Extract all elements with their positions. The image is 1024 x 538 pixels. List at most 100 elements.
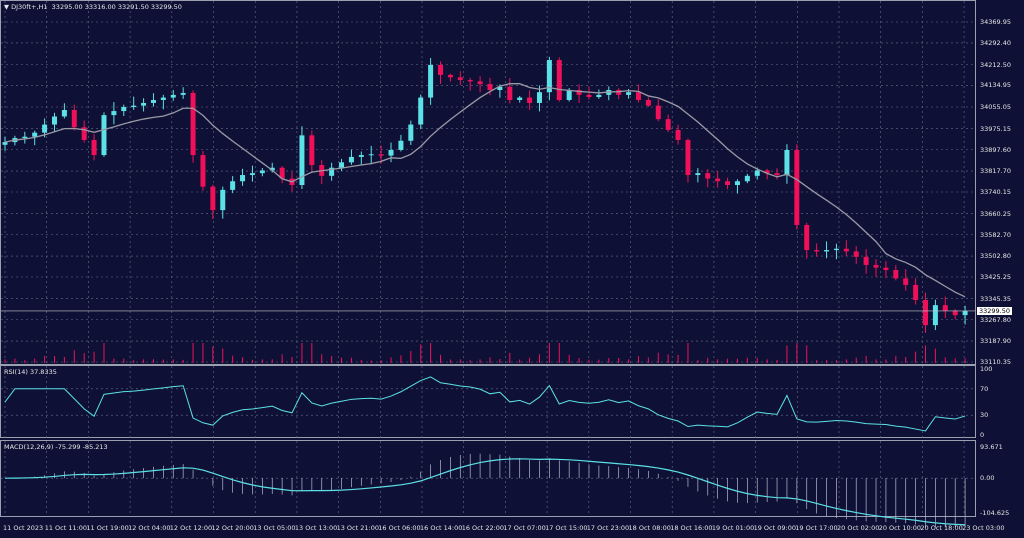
time-axis-label: 17 Oct 15:00 — [545, 524, 588, 532]
time-axis-label: 12 Oct 04:00 — [128, 524, 171, 532]
time-axis-label: 11 Oct 2023 — [3, 524, 44, 532]
time-axis-label: 13 Oct 13:00 — [294, 524, 338, 532]
rsi-pane[interactable] — [0, 365, 976, 438]
bull-candle — [428, 64, 434, 98]
price-axis-label: 33582.70 — [980, 230, 1012, 239]
time-axis-label: 19 Oct 17:00 — [795, 524, 838, 532]
current-price-label: 33299.50 — [977, 306, 1013, 315]
bear-candle — [210, 186, 216, 211]
symbol-header: ▼ DJ30ft+,H1 33295.00 33316.00 33291.50 … — [4, 3, 182, 11]
time-axis-label: 12 Oct 12:00 — [169, 524, 213, 532]
bull-candle — [358, 155, 364, 157]
bear-candle — [913, 284, 919, 301]
price-axis-label: 33502.80 — [980, 252, 1012, 261]
bull-candle — [32, 132, 38, 137]
bear-candle — [883, 267, 889, 271]
bear-candle — [814, 250, 820, 252]
bear-candle — [843, 248, 849, 252]
bull-candle — [160, 97, 166, 100]
macd-pane[interactable] — [0, 440, 976, 517]
bull-candle — [240, 175, 246, 182]
bull-candle — [259, 170, 265, 174]
bear-candle — [190, 92, 196, 156]
macd-label: MACD(12,26,9) -75.299 -85.213 — [4, 443, 108, 451]
rsi-label: RSI(14) 37.8335 — [4, 368, 57, 376]
bear-candle — [91, 139, 97, 156]
bear-candle — [923, 300, 929, 326]
time-axis-label: 19 Oct 09:00 — [753, 524, 796, 532]
bear-candle — [774, 173, 780, 176]
bear-candle — [378, 154, 384, 156]
bear-candle — [942, 305, 948, 311]
bull-candle — [744, 175, 750, 182]
bear-candle — [764, 170, 770, 174]
moving-average-line — [4, 83, 966, 298]
price-axis-label: 33740.15 — [980, 188, 1012, 196]
bull-candle — [329, 167, 335, 176]
price-axis-label: 33267.80 — [980, 315, 1012, 324]
time-axis-label: 13 Oct 21:00 — [336, 524, 379, 532]
price-axis-label: 34369.95 — [980, 18, 1012, 26]
bear-candle — [527, 97, 533, 103]
bull-candle — [269, 167, 275, 171]
bull-candle — [833, 248, 839, 251]
time-axis-label: 23 Oct 03:00 — [962, 524, 1005, 532]
time-axis-label: 11 Oct 19:00 — [86, 524, 129, 532]
rsi-axis-label: 30 — [980, 411, 989, 420]
bull-candle — [348, 156, 354, 163]
price-axis-label: 33975.15 — [980, 124, 1012, 133]
bull-candle — [61, 109, 67, 117]
bear-candle — [863, 256, 869, 265]
time-axis-label: 13 Oct 05:00 — [253, 524, 296, 532]
time-axis-label: 19 Oct 01:00 — [711, 524, 755, 532]
macd-signal-line — [4, 458, 966, 526]
time-axis-label: 18 Oct 08:00 — [628, 524, 671, 532]
bear-candle — [309, 135, 315, 166]
bull-candle — [536, 92, 542, 103]
bear-candle — [665, 119, 671, 130]
rsi-axis-label: 0 — [980, 431, 985, 439]
bull-candle — [220, 189, 226, 211]
bull-candle — [546, 60, 552, 93]
bear-candle — [903, 278, 909, 285]
macd-axis-label: 0.00 — [980, 474, 995, 483]
bear-candle — [893, 270, 899, 279]
bull-candle — [754, 170, 760, 176]
bear-candle — [616, 90, 622, 95]
time-axis-label: 17 Oct 23:00 — [586, 524, 630, 532]
bull-candle — [22, 136, 28, 139]
bull-candle — [388, 149, 394, 156]
symbol-label: DJ30ft+,H1 — [11, 3, 48, 11]
bull-candle — [170, 94, 176, 98]
price-axis-label: 33187.90 — [980, 337, 1012, 346]
bull-candle — [517, 97, 523, 100]
time-axis-label: 12 Oct 20:00 — [211, 524, 254, 532]
bull-candle — [497, 86, 503, 91]
price-axis-label: 34134.95 — [980, 81, 1012, 90]
price-axis-label: 34212.50 — [980, 60, 1012, 69]
price-axis-label: 33425.25 — [980, 273, 1012, 281]
price-axis-label: 34055.05 — [980, 103, 1012, 111]
ohlc-readout: 33295.00 33316.00 33291.50 33299.50 — [51, 3, 182, 11]
bull-candle — [596, 94, 602, 98]
price-axis-label: 33897.60 — [980, 145, 1012, 154]
bear-candle — [279, 167, 285, 179]
collapse-triangle-icon[interactable]: ▼ — [4, 3, 12, 11]
price-axis-label: 33345.35 — [980, 294, 1012, 303]
rsi-axis-label: 100 — [980, 365, 993, 373]
bear-candle — [477, 81, 483, 85]
bear-candle — [645, 99, 651, 106]
bear-candle — [438, 64, 444, 75]
bull-candle — [398, 140, 404, 150]
bull-candle — [368, 154, 374, 156]
price-pane[interactable] — [0, 0, 976, 365]
macd-axis-label: 93.671 — [980, 443, 1003, 451]
bear-candle — [804, 224, 810, 251]
bull-candle — [230, 181, 236, 190]
macd-axis-label: -104.625 — [980, 509, 1010, 517]
bull-candle — [695, 173, 701, 176]
bear-candle — [655, 105, 661, 120]
bear-candle — [556, 60, 562, 100]
